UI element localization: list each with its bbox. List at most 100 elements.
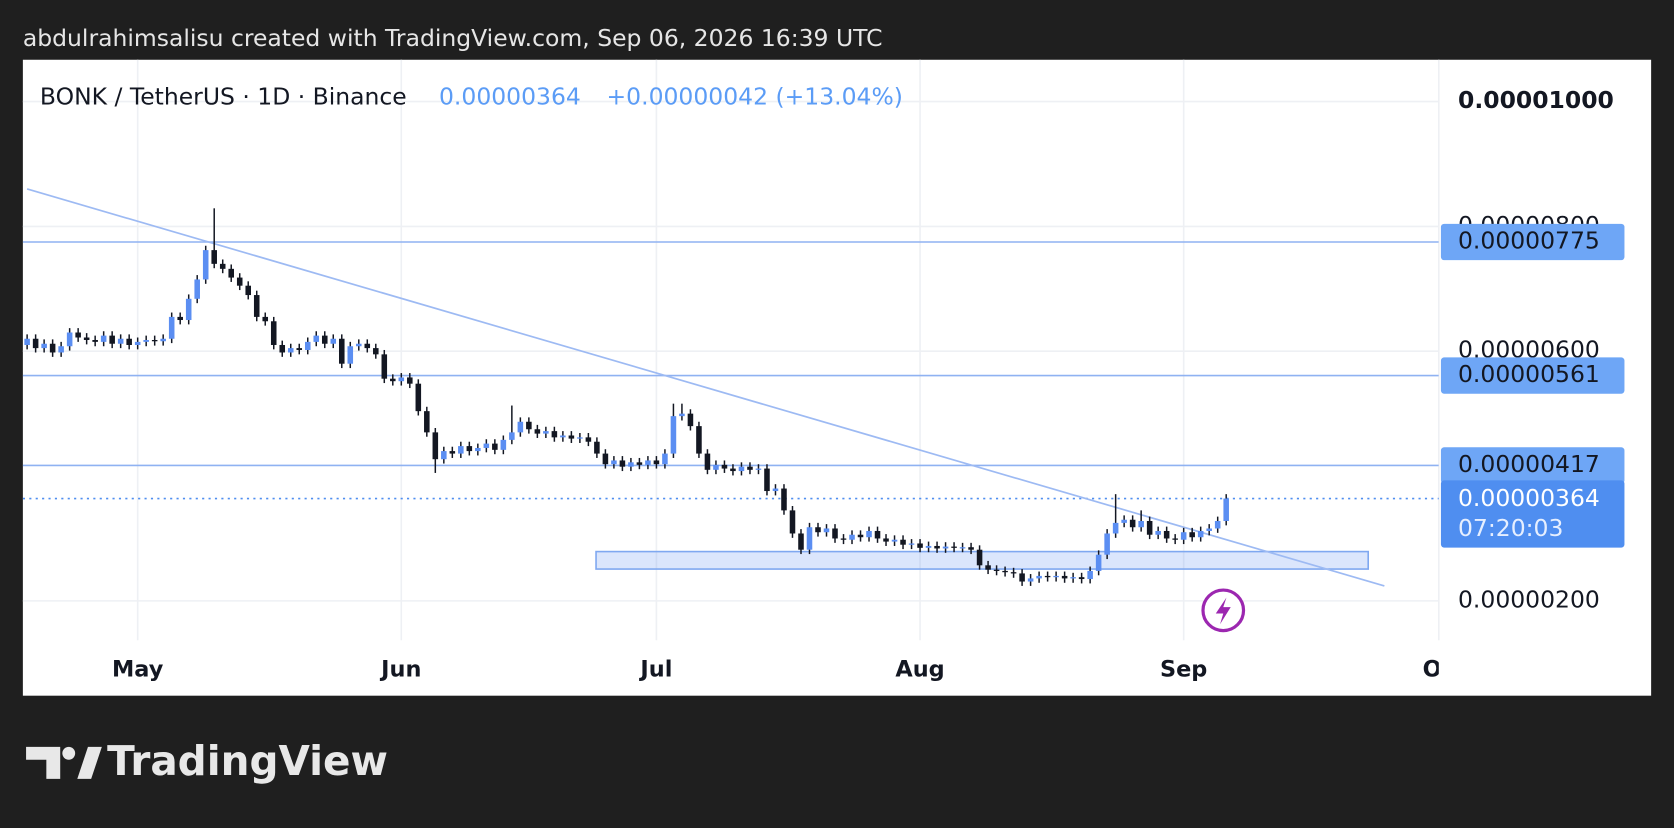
candle-body: [1002, 570, 1008, 573]
candle-body: [934, 545, 940, 549]
level-label: 0.00000775: [1458, 227, 1600, 255]
candle-body: [270, 321, 277, 345]
candle-body: [1189, 532, 1195, 538]
candle-body: [330, 338, 337, 344]
candle-body: [1155, 530, 1161, 535]
candle-body: [483, 443, 490, 448]
candle-body: [849, 534, 855, 540]
candle-body: [577, 437, 583, 439]
candle-body: [747, 466, 753, 470]
candle-body: [424, 411, 430, 433]
candle-body: [177, 316, 183, 321]
candle-body: [245, 285, 252, 296]
candle-body: [585, 437, 592, 442]
alert-icon[interactable]: [1201, 588, 1246, 633]
candle-body: [976, 549, 983, 566]
candle-body: [832, 528, 838, 539]
candle-body: [364, 343, 371, 349]
candle-body: [168, 316, 175, 339]
candle-body: [24, 338, 30, 345]
candle-body: [823, 528, 830, 533]
candle-body: [194, 279, 200, 299]
x-tick-label: Aug: [895, 657, 944, 683]
candle-body: [942, 546, 949, 549]
candle-body: [32, 338, 39, 349]
candle-body: [653, 460, 660, 465]
candle-body: [534, 429, 541, 434]
candle-body: [75, 332, 81, 338]
level-label-box: [1440, 357, 1625, 394]
x-tick-label: Oc: [1423, 657, 1455, 683]
alert-bolt[interactable]: [1215, 597, 1231, 625]
x-axis: May Jun Jul Aug Sep Oc: [112, 657, 1455, 683]
candle-body: [338, 338, 345, 364]
candle-body: [143, 339, 149, 342]
x-tick-label: Jul: [638, 657, 672, 683]
candle-body: [755, 468, 762, 470]
candle-body: [466, 446, 473, 452]
footer-logo-text: TradingView: [107, 737, 388, 785]
chart-title: BONK / TetherUS · 1D · Binance: [40, 83, 407, 111]
candle-body: [840, 538, 847, 540]
candle-body: [66, 332, 73, 347]
candle-body: [441, 451, 447, 460]
logo-dot: [62, 746, 76, 760]
candle-body: [373, 348, 379, 355]
candle-body: [1095, 554, 1102, 571]
candle-body: [347, 346, 354, 364]
candle-body: [126, 338, 132, 345]
chart-panel: [22, 59, 1652, 696]
trendline: [26, 188, 1385, 587]
candle-body: [526, 421, 532, 430]
candle-body: [449, 451, 456, 454]
candle-body: [602, 453, 609, 465]
candle-body: [83, 337, 90, 340]
candle-body: [968, 547, 974, 550]
candle-body: [321, 335, 328, 344]
candle-body: [92, 339, 98, 342]
candle-body: [1121, 519, 1127, 523]
candle-body: [594, 441, 600, 454]
candle-body: [917, 543, 923, 548]
candle-body: [1172, 538, 1178, 540]
candle-body: [109, 335, 115, 344]
candle-body: [619, 460, 626, 467]
candle-body: [636, 462, 643, 465]
candle-body: [356, 343, 362, 347]
candle-body: [959, 547, 966, 549]
candle-body: [721, 464, 728, 469]
candle-body: [611, 460, 617, 465]
candle-body: [1163, 530, 1170, 539]
candle-body: [58, 346, 64, 353]
candle-body: [985, 565, 991, 570]
grid: [22, 59, 1440, 641]
countdown: 07:20:03: [1458, 514, 1563, 542]
candle-body: [287, 348, 294, 353]
x-tick-label: May: [112, 657, 164, 683]
candle-body: [134, 341, 141, 345]
candle-body: [874, 530, 881, 539]
candle-body: [696, 426, 702, 454]
candle-body: [866, 530, 872, 538]
candle-body: [1146, 520, 1153, 535]
candle-body: [1104, 533, 1110, 555]
candle-body: [49, 343, 56, 353]
candle-body: [219, 263, 226, 269]
candle-body: [1027, 578, 1034, 582]
candle-body: [670, 416, 677, 454]
candle-body: [704, 453, 711, 470]
candle-body: [738, 466, 745, 472]
candle-body: [1019, 573, 1025, 582]
candle-body: [951, 546, 957, 548]
candle-body: [1036, 575, 1042, 579]
candle-body: [1138, 520, 1144, 528]
candle-body: [908, 543, 915, 545]
candle-body: [296, 348, 303, 350]
candle-body: [798, 533, 804, 550]
candle-body: [891, 539, 898, 542]
candle-body: [551, 431, 558, 438]
y-axis: 0.000010000.000008000.000006000.00000200…: [1440, 86, 1625, 613]
y-tick-label: 0.00001000: [1458, 86, 1614, 114]
candle-body: [1129, 519, 1136, 528]
logo-shape: [26, 746, 61, 779]
